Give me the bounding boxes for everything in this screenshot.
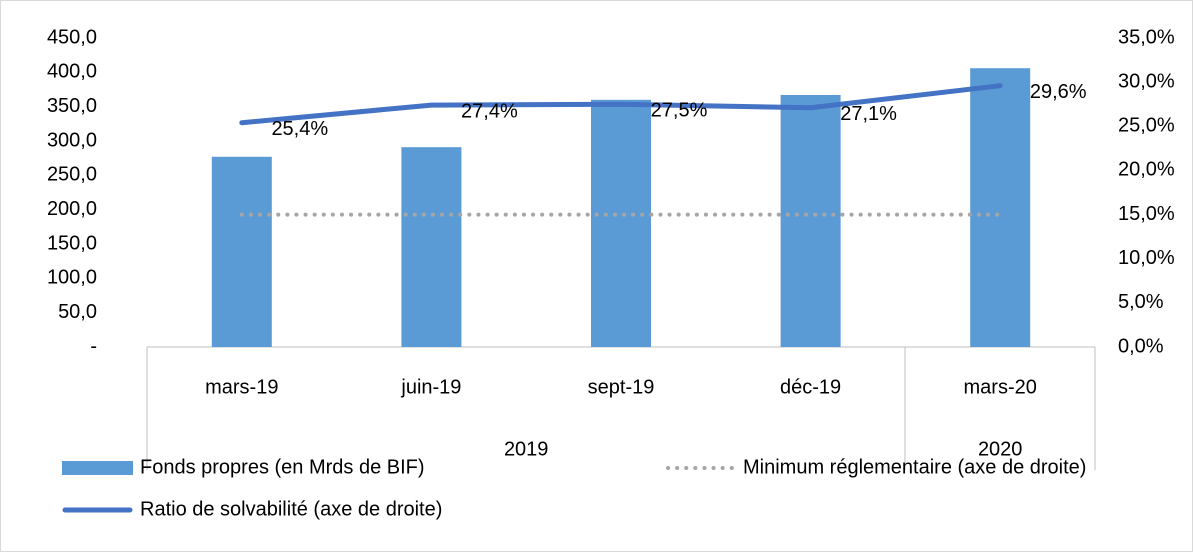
bar [780, 94, 841, 347]
y-tick-label: 50,0 [58, 301, 97, 323]
legend-label: Fonds propres (en Mrds de BIF) [140, 456, 425, 478]
y-tick-label: 100,0 [47, 267, 97, 289]
x-group-label: 2020 [978, 438, 1023, 460]
y-tick-label: 350,0 [47, 95, 97, 117]
data-label: 27,1% [840, 103, 897, 125]
y2-tick-label: 10,0% [1118, 247, 1175, 269]
y2-tick-label: 30,0% [1118, 70, 1175, 92]
y2-tick-label: 15,0% [1118, 203, 1175, 225]
y-tick-label: 150,0 [47, 232, 97, 254]
bar [401, 147, 462, 347]
legend-label: Ratio de solvabilité (axe de droite) [140, 498, 442, 520]
data-label: 25,4% [271, 118, 328, 140]
y2-tick-label: 35,0% [1118, 26, 1175, 48]
bar [970, 68, 1031, 348]
x-tick-label: mars-19 [205, 376, 278, 398]
y2-tick-label: 20,0% [1118, 159, 1175, 181]
data-label: 29,6% [1030, 81, 1087, 103]
x-tick-label: sept-19 [588, 376, 655, 398]
y2-tick-label: 25,0% [1118, 115, 1175, 137]
y-tick-label: 200,0 [47, 198, 97, 220]
y-tick-label: 250,0 [47, 164, 97, 186]
data-label: 27,4% [461, 100, 518, 122]
bar [591, 99, 651, 347]
data-label: 27,5% [651, 99, 708, 121]
y2-tick-label: 0,0% [1118, 335, 1164, 357]
legend-label: Minimum réglementaire (axe de droite) [743, 456, 1086, 478]
x-tick-label: mars-20 [964, 376, 1037, 398]
x-group-label: 2019 [504, 438, 549, 460]
y-tick-label: 400,0 [47, 61, 97, 83]
y-tick-label: - [90, 335, 97, 357]
bar [211, 156, 272, 347]
x-tick-label: déc-19 [780, 376, 841, 398]
y-tick-label: 450,0 [47, 26, 97, 48]
y-tick-label: 300,0 [47, 129, 97, 151]
legend-swatch [62, 461, 133, 475]
y2-tick-label: 5,0% [1118, 291, 1164, 313]
line [239, 83, 1003, 126]
x-tick-label: juin-19 [400, 376, 461, 398]
